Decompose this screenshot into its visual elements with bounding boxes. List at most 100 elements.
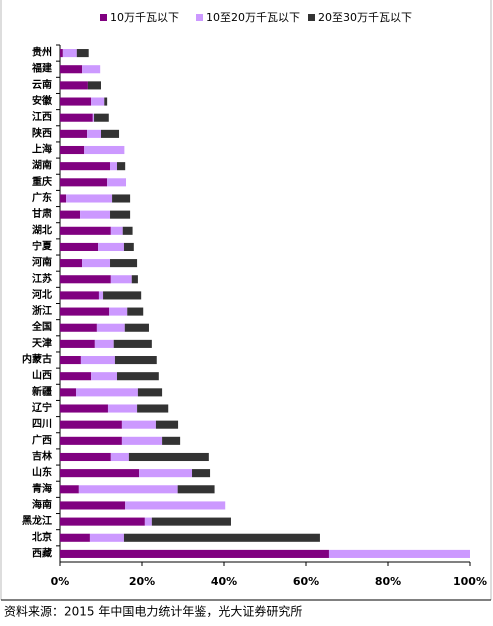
y-tick-label: 北京 xyxy=(32,530,52,543)
y-tick-label: 甘肃 xyxy=(32,207,52,220)
y-tick-label: 山东 xyxy=(32,466,52,479)
bar-segment xyxy=(60,65,83,74)
bar-segment xyxy=(121,420,156,429)
bar-segment xyxy=(91,372,117,381)
bar-segment xyxy=(177,485,215,494)
bar-segment xyxy=(60,162,111,171)
y-tick-label: 山西 xyxy=(32,369,52,382)
x-tick-label: 80% xyxy=(375,575,401,588)
y-tick-label: 四川 xyxy=(32,418,52,430)
bar-segment xyxy=(101,129,120,138)
legend-swatch xyxy=(100,14,107,21)
bar-segment xyxy=(328,549,470,558)
y-tick-label: 宁夏 xyxy=(32,239,53,252)
bar-segment xyxy=(80,210,111,219)
bar-segment xyxy=(60,81,88,90)
bar-segment xyxy=(110,275,132,284)
bar-segment xyxy=(155,420,179,429)
bar-segment xyxy=(123,242,134,251)
bar-segment xyxy=(60,291,99,300)
y-tick-label: 河北 xyxy=(32,288,52,301)
y-tick-label: 全国 xyxy=(31,320,52,333)
bar-segment xyxy=(60,404,108,413)
bar-segment xyxy=(75,388,138,397)
y-tick-label: 湖南 xyxy=(32,159,52,172)
bar-segment xyxy=(60,275,111,284)
bar-segment xyxy=(60,339,95,348)
bar-segment xyxy=(144,517,152,526)
bar-segment xyxy=(60,210,81,219)
bar-segment xyxy=(192,469,211,478)
y-tick-label: 浙江 xyxy=(32,304,52,317)
bar-segment xyxy=(60,485,79,494)
y-tick-label: 吉林 xyxy=(32,449,53,462)
y-tick-label: 江西 xyxy=(32,110,52,123)
bar-segment xyxy=(60,97,92,106)
bar-segment xyxy=(92,113,95,122)
y-tick-label: 西藏 xyxy=(32,546,52,559)
y-tick-label: 天津 xyxy=(32,336,52,349)
x-tick-label: 0% xyxy=(51,575,70,588)
y-tick-label: 广东 xyxy=(32,191,52,204)
bar-segment xyxy=(107,404,138,413)
bar-segment xyxy=(76,49,89,58)
bar-segment xyxy=(60,501,126,510)
bar-segment xyxy=(60,372,92,381)
y-tick-label: 云南 xyxy=(32,78,52,91)
x-tick-label: 40% xyxy=(211,575,237,588)
bar-segment xyxy=(110,226,123,235)
bar-segment xyxy=(110,162,117,171)
y-tick-label: 海南 xyxy=(32,498,52,511)
bar-segment xyxy=(122,226,133,235)
y-tick-label: 福建 xyxy=(31,62,53,75)
bar-segment xyxy=(89,533,124,542)
y-tick-label: 河南 xyxy=(32,256,52,269)
bar-segment xyxy=(112,194,131,203)
y-tick-label: 上海 xyxy=(32,143,52,156)
y-tick-label: 贵州 xyxy=(32,46,52,59)
bar-segment xyxy=(87,129,101,138)
bar-segment xyxy=(60,436,122,445)
y-tick-label: 内蒙古 xyxy=(22,353,52,366)
bar-segment xyxy=(78,485,178,494)
y-tick-label: 重庆 xyxy=(32,175,52,188)
bar-segment xyxy=(116,162,126,171)
bar-segment xyxy=(121,436,163,445)
bar-segment xyxy=(60,388,76,397)
bar-segment xyxy=(60,517,145,526)
y-tick-label: 广西 xyxy=(32,433,52,446)
bar-segment xyxy=(137,404,169,413)
bar-segment xyxy=(104,97,108,106)
bar-segment xyxy=(82,259,111,268)
bar-segment xyxy=(98,291,104,300)
bar-segment xyxy=(82,65,101,74)
bar-segment xyxy=(124,323,149,332)
bar-segment xyxy=(66,194,113,203)
bar-segment xyxy=(60,226,111,235)
bar-segment xyxy=(84,145,125,155)
bar-segment xyxy=(60,259,83,268)
y-tick-label: 江苏 xyxy=(32,272,52,285)
bar-segment xyxy=(128,452,209,462)
bar-segment xyxy=(94,113,109,122)
bar-segment xyxy=(98,242,124,251)
bar-segment xyxy=(62,49,77,58)
bar-segment xyxy=(60,469,140,478)
bar-segment xyxy=(60,49,63,58)
bar-segment xyxy=(116,372,159,381)
bar-segment xyxy=(114,356,157,365)
y-tick-label: 青海 xyxy=(32,482,52,495)
legend-swatch xyxy=(196,14,203,21)
legend-swatch xyxy=(308,14,315,21)
bar-segment xyxy=(110,210,131,219)
bar-segment xyxy=(123,533,320,542)
x-tick-label: 20% xyxy=(129,575,155,588)
bar-segment xyxy=(60,145,85,155)
bar-segment xyxy=(107,178,127,187)
bar-segment xyxy=(103,291,142,300)
bar-segment xyxy=(60,113,93,122)
y-tick-label: 湖北 xyxy=(32,223,52,236)
bar-segment xyxy=(60,129,88,138)
x-tick-label: 60% xyxy=(293,575,319,588)
